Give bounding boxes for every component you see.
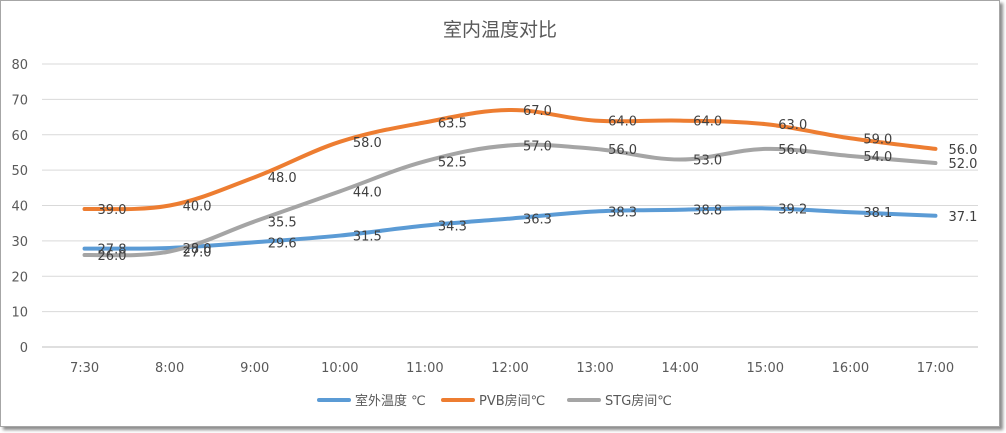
y-tick-label: 50	[11, 164, 28, 179]
x-tick-label: 8:00	[155, 361, 184, 376]
x-tick-label: 15:00	[747, 361, 784, 376]
x-tick-label: 12:00	[491, 361, 528, 376]
data-label: 31.5	[353, 230, 382, 245]
y-tick-label: 30	[11, 235, 28, 250]
data-label: 56.0	[778, 143, 807, 158]
data-label: 34.3	[438, 220, 467, 235]
data-label: 40.0	[183, 200, 212, 215]
data-label: 64.0	[693, 115, 722, 130]
data-label: 36.3	[523, 213, 552, 228]
data-label: 48.0	[268, 171, 297, 186]
series-line-1	[82, 107, 938, 212]
x-tick-label: 11:00	[406, 361, 443, 376]
data-label: 38.8	[693, 204, 722, 219]
data-label: 53.0	[693, 154, 722, 169]
y-axis-ticks: 0 10 20 30 40 50 60 70 80	[11, 58, 28, 356]
data-label: 29.6	[268, 236, 297, 251]
data-label: 35.5	[268, 215, 297, 230]
data-label: 56.0	[608, 143, 637, 158]
data-labels: 27.8 28.0 29.6 31.5 34.3 36.3 38.3 38.8 39.2 38.1…	[98, 104, 978, 264]
data-label: 37.1	[948, 210, 977, 225]
data-label: 63.5	[438, 116, 467, 131]
data-label: 63.0	[778, 118, 807, 133]
y-tick-label: 70	[11, 93, 28, 108]
data-label: 38.1	[863, 206, 892, 221]
x-tick-label: 7:30	[70, 361, 99, 376]
y-tick-label: 60	[11, 129, 28, 144]
x-tick-label: 10:00	[321, 361, 358, 376]
legend-label: 室外温度 ℃	[355, 393, 426, 409]
y-tick-label: 20	[11, 270, 28, 285]
legend-label: PVB房间℃	[479, 393, 545, 409]
data-label: 57.0	[523, 139, 552, 154]
x-tick-label: 17:00	[917, 361, 954, 376]
series-line-2	[82, 142, 938, 258]
data-label: 56.0	[948, 143, 977, 158]
x-tick-label: 14:00	[661, 361, 698, 376]
data-label: 28.0	[183, 242, 212, 257]
data-label: 44.0	[353, 185, 382, 200]
series-lines	[82, 107, 938, 258]
x-axis-ticks: 7:30 8:00 9:00 10:00 11:00 12:00 13:00 14:00 15:…	[70, 361, 954, 376]
y-tick-label: 80	[11, 58, 28, 73]
data-label: 27.8	[98, 243, 127, 258]
series-line-0	[82, 206, 938, 251]
x-tick-label: 13:00	[576, 361, 613, 376]
chart-title: 室内温度对比	[443, 19, 557, 41]
data-label: 39.2	[778, 202, 807, 217]
data-label: 52.0	[948, 157, 977, 172]
y-tick-label: 0	[20, 341, 28, 356]
data-label: 58.0	[353, 136, 382, 151]
x-tick-label: 9:00	[240, 361, 269, 376]
data-label: 54.0	[863, 150, 892, 165]
legend-label: STG房间℃	[605, 393, 672, 409]
data-label: 26.0	[98, 249, 127, 264]
x-tick-label: 16:00	[832, 361, 869, 376]
data-label: 52.5	[438, 155, 467, 170]
data-label: 39.0	[98, 203, 127, 218]
data-label: 27.0	[183, 245, 212, 260]
data-label: 59.0	[863, 132, 892, 147]
data-label: 67.0	[523, 104, 552, 119]
y-tick-label: 10	[11, 306, 28, 321]
data-label: 38.3	[608, 206, 637, 221]
legend: 室外温度 ℃ PVB房间℃ STG房间℃	[317, 393, 672, 409]
y-tick-label: 40	[11, 200, 28, 215]
data-label: 64.0	[608, 115, 637, 130]
